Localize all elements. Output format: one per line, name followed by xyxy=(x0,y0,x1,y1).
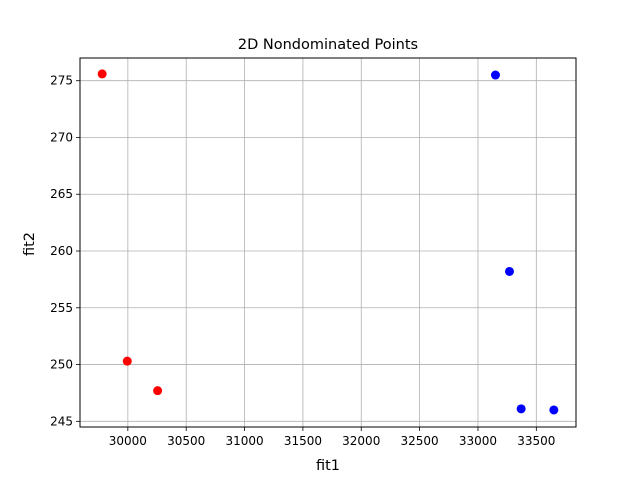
y-tick-label: 275 xyxy=(50,74,73,88)
x-tick-label: 31000 xyxy=(225,434,263,448)
y-tick-label: 265 xyxy=(50,187,73,201)
x-axis-label: fit1 xyxy=(316,458,340,474)
plot-frame xyxy=(79,57,577,428)
grid-lines xyxy=(80,58,576,427)
y-tick-label: 245 xyxy=(50,414,73,428)
y-tick-label: 255 xyxy=(50,301,73,315)
data-point-series-1 xyxy=(153,386,163,396)
x-tick-label: 30500 xyxy=(167,434,205,448)
chart-title: 2D Nondominated Points xyxy=(238,37,418,53)
data-point-series-2 xyxy=(504,266,514,276)
x-tick-label: 31500 xyxy=(284,434,322,448)
data-point-series-1 xyxy=(97,69,107,79)
y-tick-label: 270 xyxy=(50,130,73,144)
x-tick-label: 32000 xyxy=(342,434,380,448)
axis-ticks: 30000 30500 31000 31500 32000 32500 33000 33500… xyxy=(50,74,555,448)
data-point-series-2 xyxy=(549,405,559,415)
y-tick-label: 250 xyxy=(50,358,73,372)
data-point-series-1 xyxy=(122,356,132,366)
y-axis-label: fit2 xyxy=(22,232,38,256)
data-point-series-2 xyxy=(516,404,526,414)
x-tick-label: 30000 xyxy=(109,434,147,448)
data-point-series-2 xyxy=(490,70,500,80)
data-points xyxy=(97,69,559,415)
y-tick-label: 260 xyxy=(50,244,73,258)
x-tick-label: 33500 xyxy=(517,434,555,448)
x-tick-label: 32500 xyxy=(401,434,439,448)
x-tick-label: 33000 xyxy=(459,434,497,448)
